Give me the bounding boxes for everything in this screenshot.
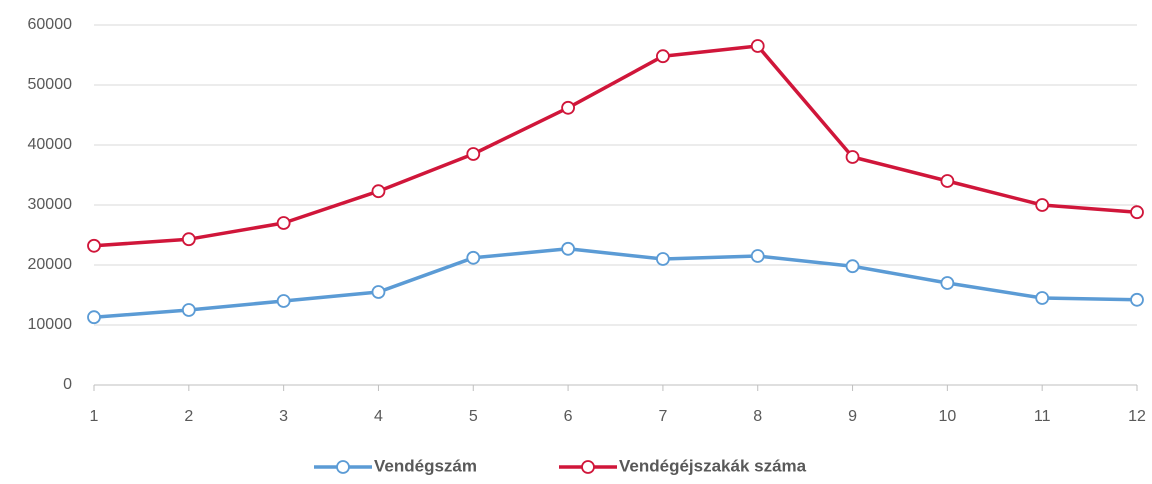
point bbox=[466, 250, 481, 265]
point bbox=[940, 174, 955, 188]
y-tick-label: 60000 bbox=[28, 16, 73, 33]
y-tick-label: 0 bbox=[63, 376, 72, 393]
point bbox=[181, 303, 196, 317]
x-tick-label: 2 bbox=[184, 408, 193, 425]
x-tick-label: 12 bbox=[1128, 408, 1146, 425]
x-tick-label: 1 bbox=[90, 408, 99, 425]
point bbox=[845, 150, 860, 164]
series-line bbox=[93, 44, 1138, 248]
point bbox=[371, 184, 386, 199]
point bbox=[1035, 291, 1050, 305]
point bbox=[87, 238, 101, 253]
point bbox=[561, 100, 575, 115]
y-tick-label: 20000 bbox=[28, 256, 73, 273]
point bbox=[750, 249, 765, 263]
point bbox=[656, 252, 670, 266]
point bbox=[750, 39, 765, 53]
y-tick-label: 40000 bbox=[28, 136, 73, 153]
point bbox=[1035, 198, 1050, 212]
point bbox=[1130, 292, 1144, 307]
point bbox=[940, 276, 955, 290]
series-line bbox=[93, 247, 1138, 319]
legend-marker bbox=[581, 460, 595, 474]
x-tick-label: 9 bbox=[848, 408, 857, 425]
x-tick-label: 5 bbox=[469, 408, 478, 425]
point bbox=[181, 232, 196, 247]
point bbox=[276, 216, 291, 230]
point bbox=[87, 310, 101, 325]
x-tick-label: 6 bbox=[564, 408, 573, 425]
point bbox=[276, 294, 291, 308]
x-tick-label: 10 bbox=[938, 408, 956, 425]
x-tick-label: 8 bbox=[753, 408, 762, 425]
x-tick-label: 4 bbox=[374, 408, 383, 425]
y-tick-label: 10000 bbox=[28, 316, 73, 333]
y-tick-label: 30000 bbox=[28, 196, 73, 213]
point bbox=[561, 241, 575, 256]
legend-label: Vendégszám bbox=[374, 456, 477, 475]
point bbox=[466, 147, 481, 161]
x-tick-label: 11 bbox=[1034, 408, 1051, 425]
y-tick-label: 50000 bbox=[28, 76, 73, 93]
point bbox=[371, 285, 386, 299]
x-tick-label: 3 bbox=[279, 408, 288, 425]
x-tick-label: 7 bbox=[658, 408, 667, 425]
legend-label: Vendégéjszakák száma bbox=[619, 456, 807, 475]
legend-marker bbox=[336, 460, 350, 474]
point bbox=[1130, 205, 1144, 220]
point bbox=[845, 259, 860, 274]
point bbox=[656, 49, 670, 64]
